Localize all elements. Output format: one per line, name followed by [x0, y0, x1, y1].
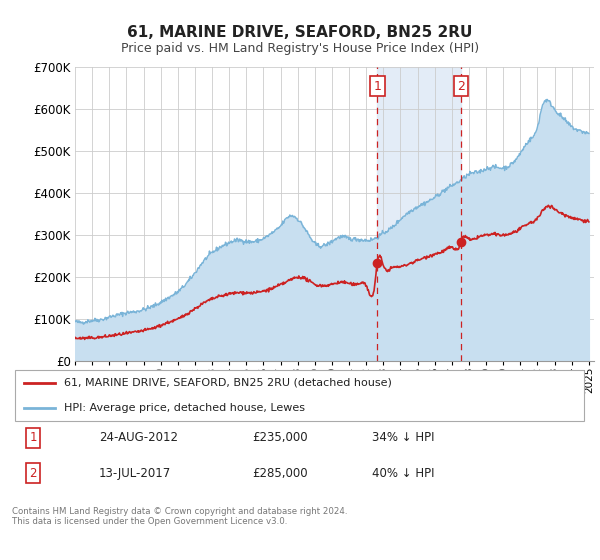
Text: Contains HM Land Registry data © Crown copyright and database right 2024.
This d: Contains HM Land Registry data © Crown c… [12, 507, 347, 526]
Text: 2: 2 [29, 466, 37, 480]
Text: 61, MARINE DRIVE, SEAFORD, BN25 2RU: 61, MARINE DRIVE, SEAFORD, BN25 2RU [127, 25, 473, 40]
Bar [377, 67, 461, 361]
Text: 40% ↓ HPI: 40% ↓ HPI [372, 466, 434, 480]
Text: 13-JUL-2017: 13-JUL-2017 [99, 466, 171, 480]
Text: £285,000: £285,000 [252, 466, 308, 480]
Text: 2: 2 [457, 80, 465, 93]
Text: 61, MARINE DRIVE, SEAFORD, BN25 2RU (detached house): 61, MARINE DRIVE, SEAFORD, BN25 2RU (det… [64, 378, 392, 388]
Text: 34% ↓ HPI: 34% ↓ HPI [372, 431, 434, 445]
Text: 24-AUG-2012: 24-AUG-2012 [99, 431, 178, 445]
Text: £235,000: £235,000 [252, 431, 308, 445]
Text: Price paid vs. HM Land Registry's House Price Index (HPI): Price paid vs. HM Land Registry's House … [121, 42, 479, 55]
Text: 1: 1 [29, 431, 37, 445]
Text: 1: 1 [373, 80, 381, 93]
Text: HPI: Average price, detached house, Lewes: HPI: Average price, detached house, Lewe… [64, 403, 305, 413]
FancyBboxPatch shape [15, 370, 584, 421]
